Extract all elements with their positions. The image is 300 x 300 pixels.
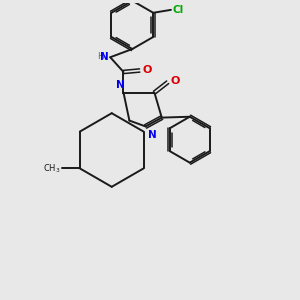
Text: Cl: Cl <box>173 5 184 15</box>
Text: O: O <box>170 76 179 86</box>
Text: O: O <box>142 65 152 76</box>
Text: H: H <box>97 52 104 61</box>
Text: CH$_3$: CH$_3$ <box>43 162 61 175</box>
Text: N: N <box>148 130 157 140</box>
Text: N: N <box>116 80 124 90</box>
Text: N: N <box>100 52 109 62</box>
